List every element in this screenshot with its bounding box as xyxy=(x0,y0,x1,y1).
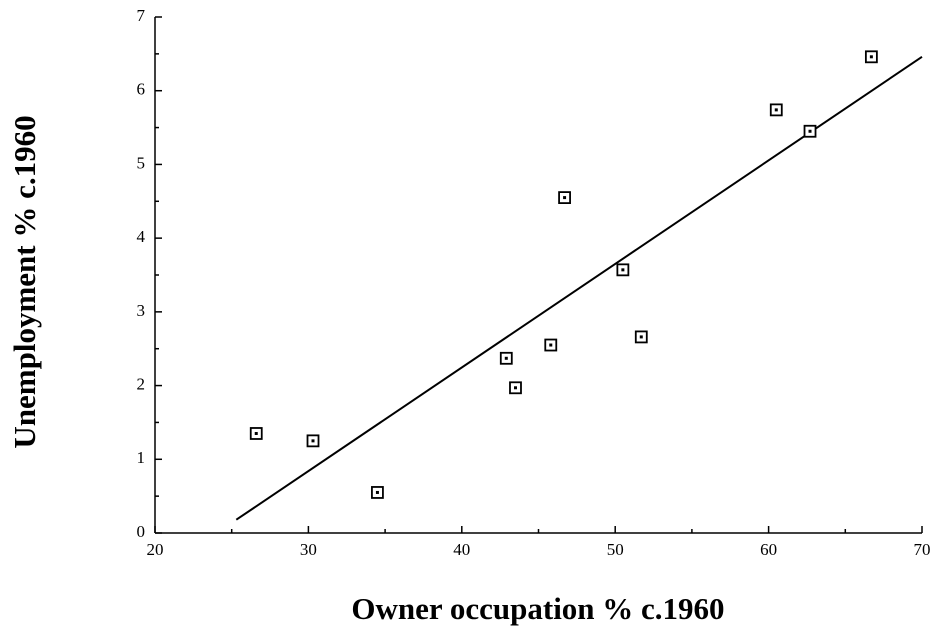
y-tick-label: 2 xyxy=(137,374,146,393)
point xyxy=(509,381,522,395)
point-dot xyxy=(549,343,553,347)
y-tick-label: 3 xyxy=(137,301,146,320)
point xyxy=(306,434,320,448)
x-tick-label: 70 xyxy=(914,540,931,559)
y-tick-label: 7 xyxy=(137,6,146,25)
point xyxy=(499,351,513,365)
y-axis-title: Unemployment % c.1960 xyxy=(7,115,42,448)
fit-line xyxy=(235,55,923,521)
y-tick-label: 4 xyxy=(137,227,146,246)
point xyxy=(558,191,571,205)
point xyxy=(634,330,648,344)
point-dot xyxy=(563,196,567,200)
point-dot xyxy=(254,431,258,435)
x-tick-label: 20 xyxy=(147,540,164,559)
point-dot xyxy=(869,55,873,59)
x-tick-label: 60 xyxy=(760,540,777,559)
y-tick-label: 5 xyxy=(137,153,146,172)
point-dot xyxy=(311,439,315,443)
point-dot xyxy=(639,335,643,339)
point-dot xyxy=(621,268,625,272)
point xyxy=(616,263,630,277)
y-tick-label: 6 xyxy=(137,80,146,99)
point-dot xyxy=(774,108,778,112)
x-tick-label: 30 xyxy=(300,540,317,559)
x-tick-label: 50 xyxy=(607,540,624,559)
point xyxy=(769,103,783,117)
point-dot xyxy=(375,490,379,494)
x-tick-label: 40 xyxy=(453,540,470,559)
point-dot xyxy=(513,386,517,390)
point xyxy=(371,486,384,499)
point-dot xyxy=(504,356,508,360)
y-tick-label: 1 xyxy=(137,448,146,467)
x-axis-title: Owner occupation % c.1960 xyxy=(351,591,724,626)
point xyxy=(803,124,817,138)
point xyxy=(544,338,558,352)
point xyxy=(864,50,878,64)
y-tick-label: 0 xyxy=(137,522,146,541)
point xyxy=(249,427,263,440)
point-dot xyxy=(808,129,812,133)
